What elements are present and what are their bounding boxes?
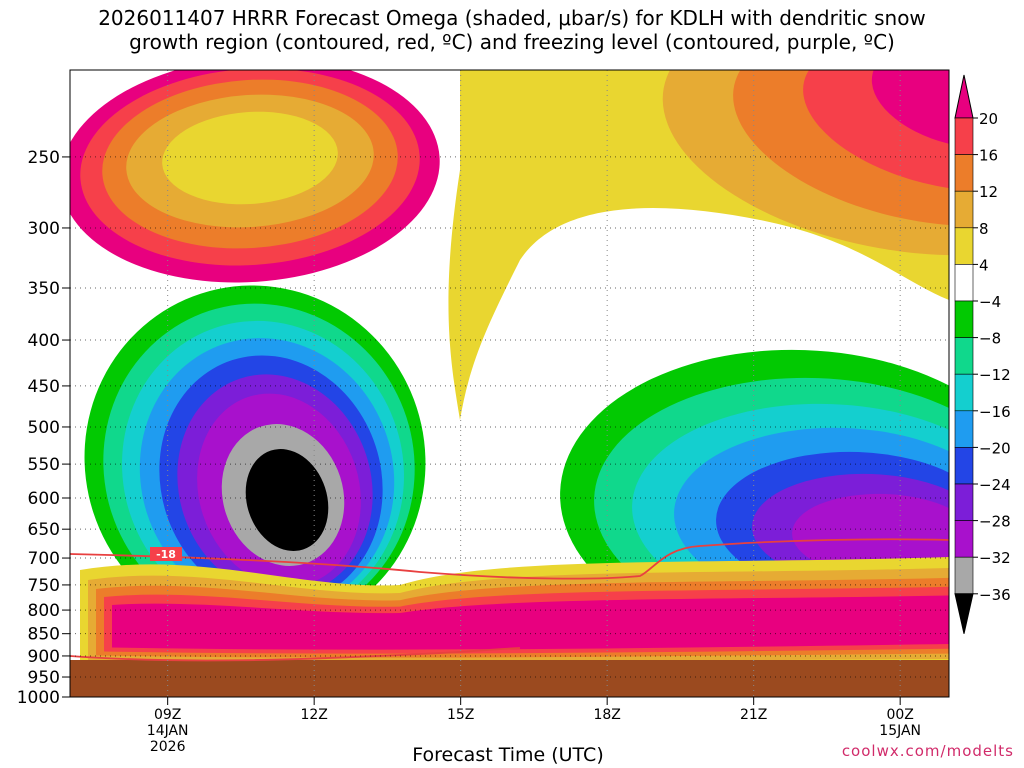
colorbar-label: 4 bbox=[979, 256, 989, 274]
colorbar-bin bbox=[954, 264, 974, 302]
colorbar-label: −8 bbox=[979, 330, 1001, 348]
y-tick-label: 900 bbox=[28, 647, 60, 667]
colorbar-bottom-arrow bbox=[954, 593, 974, 634]
title-line-1: 2026011407 HRRR Forecast Omega (shaded, … bbox=[98, 6, 926, 30]
omega-shading bbox=[70, 70, 949, 668]
x-axis-label: Forecast Time (UTC) bbox=[412, 744, 604, 766]
colorbar-label: −24 bbox=[979, 476, 1011, 494]
y-tick-label: 650 bbox=[28, 520, 60, 540]
subsidence-contour-upper-right bbox=[871, 70, 949, 149]
colorbar-label: 16 bbox=[979, 147, 998, 165]
colorbar-bin bbox=[954, 154, 974, 192]
colorbar-label: −4 bbox=[979, 293, 1001, 311]
colorbar-bin bbox=[954, 300, 974, 338]
x-tick-date: 14JAN bbox=[147, 723, 189, 739]
x-tick-label: 12Z bbox=[300, 707, 327, 723]
subsidence-contour-upper bbox=[162, 111, 338, 205]
plot-area bbox=[70, 70, 949, 697]
title-line-2: growth region (contoured, red, ºC) and f… bbox=[129, 30, 895, 54]
chart-title: 2026011407 HRRR Forecast Omega (shaded, … bbox=[0, 6, 1024, 54]
y-tick-label: 1000 bbox=[17, 688, 60, 708]
colorbar-label: −20 bbox=[979, 439, 1011, 457]
y-tick-label: 600 bbox=[28, 489, 60, 509]
plot-frame bbox=[69, 69, 950, 698]
colorbar-bin bbox=[954, 117, 974, 155]
x-tick-date: 15JAN bbox=[879, 723, 921, 739]
subsidence-contour-low bbox=[112, 595, 949, 650]
colorbar-top-arrow bbox=[954, 74, 974, 119]
colorbar-bin bbox=[954, 556, 974, 595]
colorbar-label: −36 bbox=[979, 586, 1011, 604]
y-tick-label: 550 bbox=[28, 455, 60, 475]
contour-label-bg bbox=[150, 547, 182, 561]
surface-ground bbox=[70, 660, 949, 697]
colorbar: 20 16 12 8 4 −4 −8 −12 −16 −20 −24 −28 −32 −36 bbox=[954, 74, 1011, 634]
y-tick-label: 500 bbox=[28, 418, 60, 438]
colorbar-bin bbox=[954, 190, 974, 229]
x-tick-label: 00Z bbox=[886, 707, 913, 723]
ascent-contour-left bbox=[245, 449, 329, 551]
colorbar-label: −16 bbox=[979, 403, 1011, 421]
colorbar-label: 8 bbox=[979, 220, 989, 238]
colorbar-label: −32 bbox=[979, 549, 1011, 567]
y-axis: 2503003504004505005506006507007508008509… bbox=[17, 148, 70, 708]
x-tick-label: 18Z bbox=[593, 707, 620, 723]
colorbar-label: −28 bbox=[979, 513, 1011, 531]
y-tick-label: 450 bbox=[28, 377, 60, 397]
y-tick-label: 850 bbox=[28, 625, 60, 645]
dendritic-contour-line-low bbox=[70, 647, 521, 662]
y-tick-label: 950 bbox=[28, 668, 60, 688]
y-tick-label: 750 bbox=[28, 576, 60, 596]
x-tick-label: 09Z bbox=[154, 707, 181, 723]
colorbar-bin bbox=[954, 447, 974, 485]
colorbar-label: 12 bbox=[979, 183, 998, 201]
ascent-contour-right bbox=[792, 493, 949, 579]
y-tick-label: 700 bbox=[28, 549, 60, 569]
y-tick-label: 400 bbox=[28, 331, 60, 351]
x-tick-year: 2026 bbox=[150, 739, 186, 755]
colorbar-label: 20 bbox=[979, 110, 998, 128]
colorbar-bin bbox=[954, 483, 974, 521]
credit-text: coolwx.com/modelts bbox=[841, 742, 1014, 760]
colorbar-bin bbox=[954, 337, 974, 375]
colorbar-bin bbox=[954, 227, 974, 265]
y-tick-label: 300 bbox=[28, 219, 60, 239]
colorbar-bin bbox=[954, 410, 974, 448]
colorbar-label: −12 bbox=[979, 366, 1011, 384]
y-tick-label: 800 bbox=[28, 601, 60, 621]
y-tick-label: 350 bbox=[28, 279, 60, 299]
contour-label: -18 bbox=[156, 548, 176, 561]
x-tick-label: 15Z bbox=[447, 707, 474, 723]
y-tick-label: 250 bbox=[28, 148, 60, 168]
colorbar-bin bbox=[954, 520, 974, 558]
x-tick-label: 21Z bbox=[740, 707, 767, 723]
dendritic-contour-line bbox=[70, 538, 949, 580]
colorbar-bin bbox=[954, 373, 974, 412]
